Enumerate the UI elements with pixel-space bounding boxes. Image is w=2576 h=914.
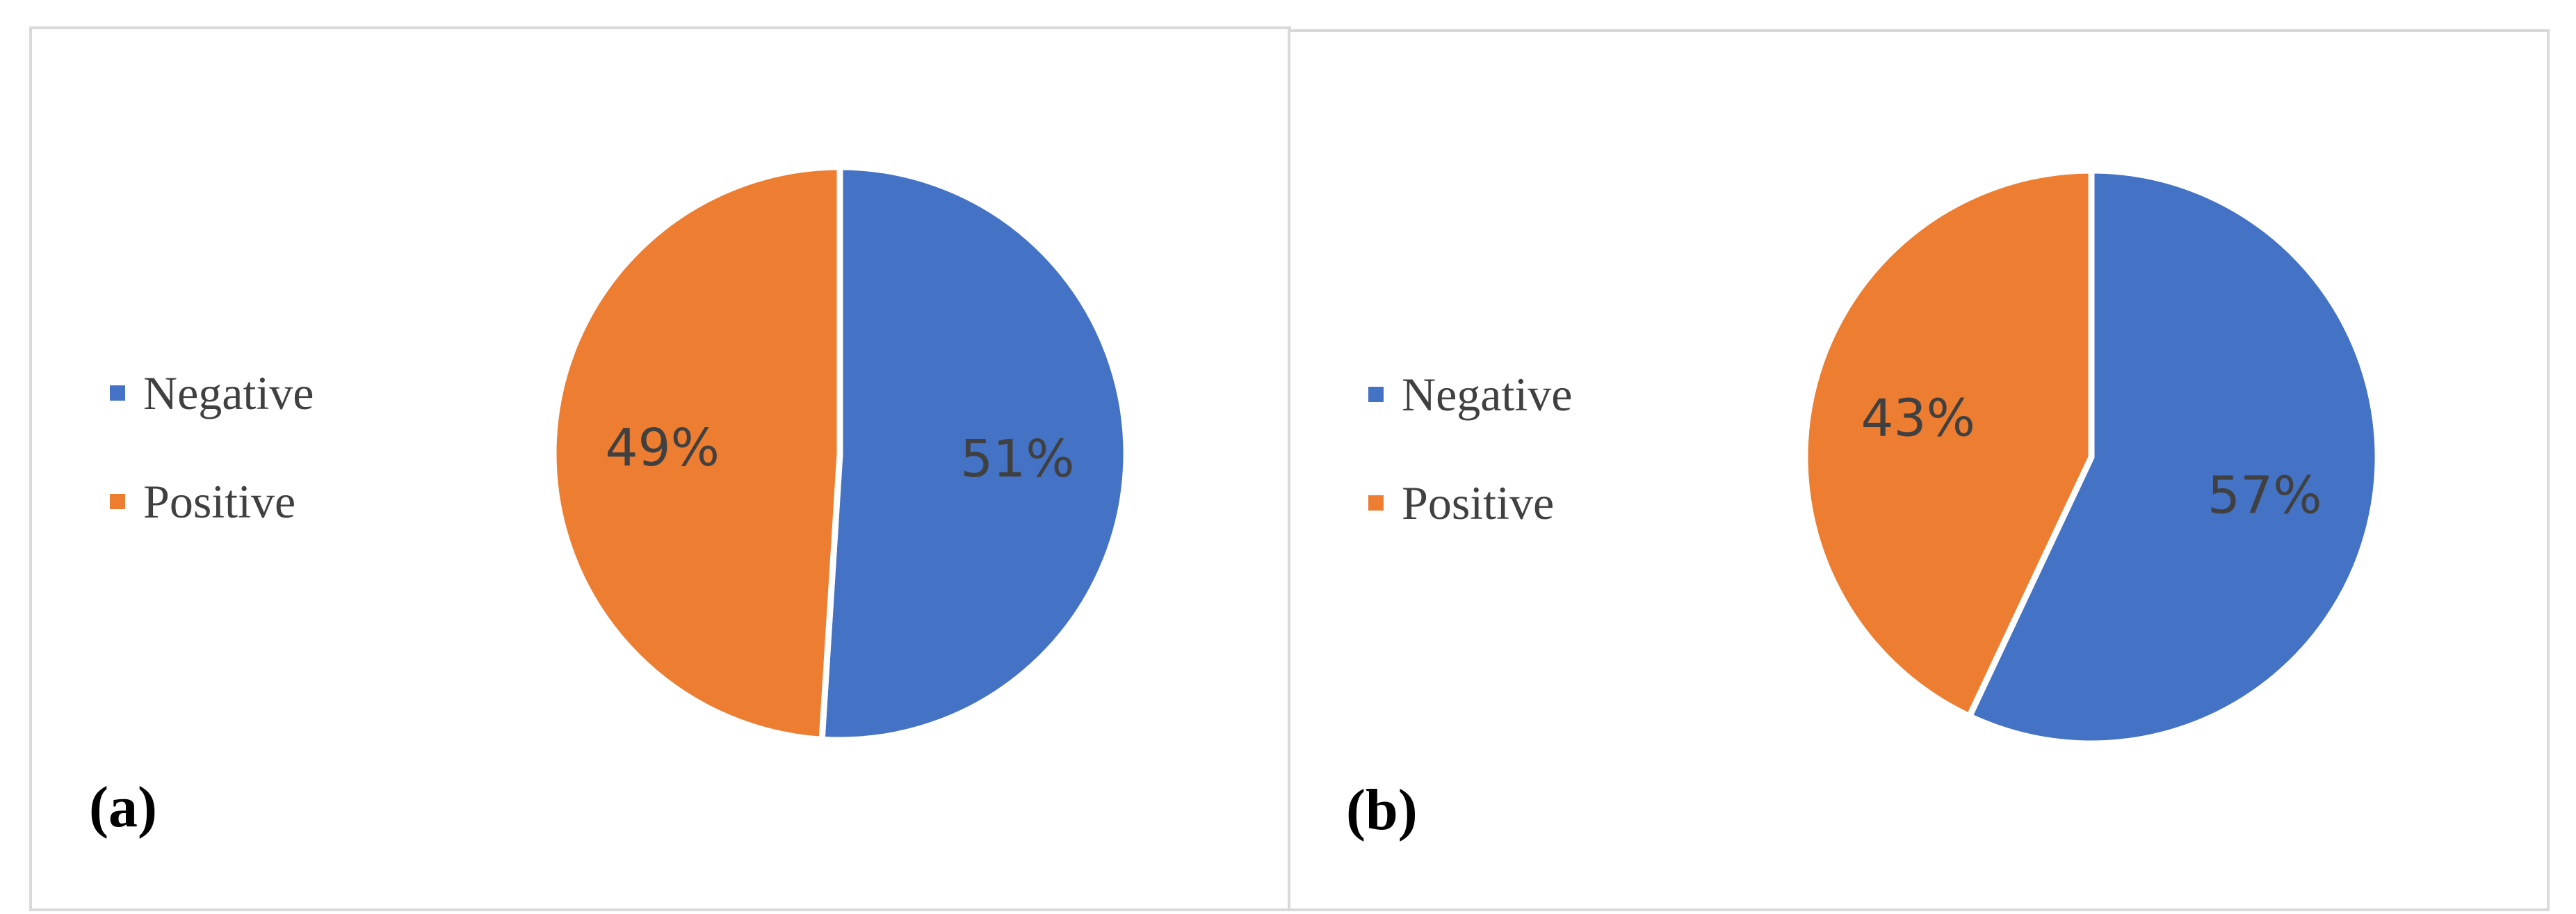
pie-chart-a: 51% 49%	[550, 163, 1130, 744]
data-label-negative: 51%	[960, 429, 1074, 489]
legend-a: Negative Positive	[110, 369, 314, 586]
pie-slice-positive	[550, 163, 843, 743]
legend-label-positive: Positive	[143, 475, 296, 528]
legend-item-negative: Negative	[1368, 371, 1572, 418]
legend-item-positive: Positive	[110, 478, 314, 525]
legend-swatch-negative	[110, 385, 125, 401]
panel-label-b: (b)	[1346, 778, 1418, 842]
legend-swatch-positive	[110, 494, 125, 509]
panel-label-a: (a)	[89, 775, 157, 840]
legend-label-negative: Negative	[1402, 368, 1573, 421]
legend-label-positive: Positive	[1402, 476, 1555, 529]
chart-panel-a: 51% 49% Negative Positive (a)	[29, 26, 1291, 911]
pie-slice-positive	[1801, 167, 2095, 720]
legend-swatch-positive	[1368, 495, 1384, 511]
legend-swatch-negative	[1368, 387, 1384, 402]
pie-slice-negative	[818, 163, 1130, 744]
pie-slice-negative	[1966, 167, 2381, 747]
chart-panel-b: 57% 43% Negative Positive (b)	[1288, 29, 2550, 911]
legend-label-negative: Negative	[143, 367, 314, 419]
pie-chart-b: 57% 43%	[1801, 167, 2381, 747]
data-label-negative: 57%	[2208, 466, 2322, 526]
legend-b: Negative Positive	[1368, 371, 1572, 588]
data-label-positive: 49%	[605, 418, 719, 478]
legend-item-positive: Positive	[1368, 479, 1572, 527]
legend-item-negative: Negative	[110, 369, 314, 417]
data-label-positive: 43%	[1861, 388, 1975, 448]
